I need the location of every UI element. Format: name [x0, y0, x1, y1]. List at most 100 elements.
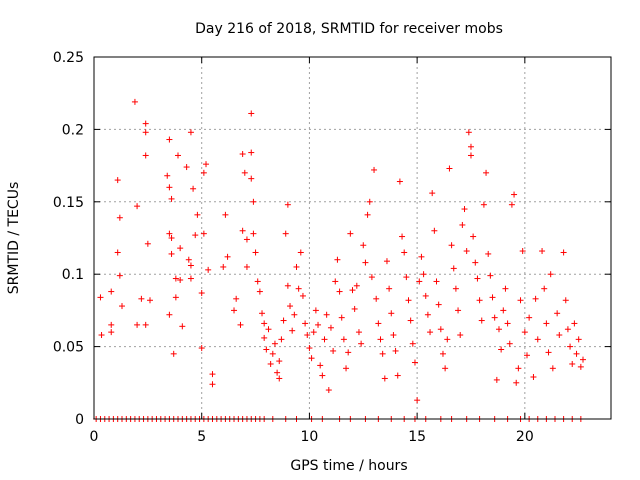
data-point: [513, 379, 520, 386]
data-point: [220, 263, 227, 270]
data-point: [485, 250, 492, 257]
data-point: [418, 253, 425, 260]
data-point: [239, 151, 246, 158]
data-point: [429, 190, 436, 197]
data-point: [237, 321, 244, 328]
data-point: [142, 129, 149, 136]
data-point: [476, 297, 483, 304]
data-point: [327, 324, 334, 331]
data-point: [330, 347, 337, 354]
data-point: [521, 329, 528, 336]
data-point: [241, 169, 248, 176]
data-point: [541, 285, 548, 292]
data-point: [323, 311, 330, 318]
data-point: [308, 355, 315, 362]
data-point: [198, 290, 205, 297]
data-point: [263, 346, 270, 353]
data-point: [358, 340, 365, 347]
y-tick-label: 0.1: [62, 267, 84, 283]
data-point: [187, 262, 194, 269]
data-point: [355, 329, 362, 336]
data-point: [293, 263, 300, 270]
data-point: [144, 240, 151, 247]
data-point: [543, 320, 550, 327]
data-point: [396, 178, 403, 185]
data-point: [360, 242, 367, 249]
data-point: [271, 340, 278, 347]
data-point: [265, 326, 272, 333]
data-point: [390, 332, 397, 339]
data-point: [491, 314, 498, 321]
data-point: [465, 129, 472, 136]
data-point: [364, 211, 371, 218]
data-point: [185, 256, 192, 263]
data-point: [312, 307, 319, 314]
data-point: [175, 152, 182, 159]
y-tick-label: 0: [75, 412, 84, 428]
data-point: [562, 297, 569, 304]
data-point: [422, 292, 429, 299]
data-point: [194, 211, 201, 218]
data-point: [381, 375, 388, 382]
data-point: [187, 275, 194, 282]
data-point: [203, 161, 210, 168]
data-point: [172, 275, 179, 282]
data-point: [108, 329, 115, 336]
data-point: [467, 143, 474, 150]
data-point: [108, 288, 115, 295]
data-point: [134, 203, 141, 210]
data-point: [493, 376, 500, 383]
data-point: [556, 332, 563, 339]
data-point: [519, 248, 526, 255]
data-point: [508, 201, 515, 208]
plot-frame: [93, 56, 612, 420]
data-point: [403, 274, 410, 281]
data-point: [248, 149, 255, 156]
data-point: [250, 230, 257, 237]
data-point: [362, 259, 369, 266]
data-point: [108, 321, 115, 328]
data-point: [343, 365, 350, 372]
data-point: [205, 266, 212, 273]
data-point: [334, 256, 341, 263]
data-point: [444, 336, 451, 343]
data-point: [377, 336, 384, 343]
data-point: [198, 345, 205, 352]
data-point: [172, 294, 179, 301]
data-point: [399, 233, 406, 240]
data-point: [276, 375, 283, 382]
data-point: [437, 326, 444, 333]
data-point: [457, 332, 464, 339]
data-point: [575, 336, 582, 343]
data-point: [345, 349, 352, 356]
data-point: [259, 310, 266, 317]
data-point: [200, 230, 207, 237]
data-point: [321, 336, 328, 343]
data-point: [435, 301, 442, 308]
data-point: [504, 320, 511, 327]
data-point: [500, 307, 507, 314]
data-point: [349, 287, 356, 294]
data-point: [480, 201, 487, 208]
data-point: [495, 326, 502, 333]
data-point: [405, 297, 412, 304]
x-tick-label: 5: [197, 429, 206, 445]
data-point: [474, 275, 481, 282]
data-point: [284, 201, 291, 208]
data-point: [472, 259, 479, 266]
data-point: [192, 232, 199, 239]
data-point: [304, 332, 311, 339]
data-point: [452, 285, 459, 292]
data-point: [534, 336, 541, 343]
data-point: [564, 326, 571, 333]
data-point: [368, 274, 375, 281]
data-point: [252, 249, 259, 256]
data-point: [431, 227, 438, 234]
data-point: [411, 359, 418, 366]
data-point: [386, 285, 393, 292]
data-point: [278, 336, 285, 343]
data-point: [545, 349, 552, 356]
data-point: [325, 387, 332, 394]
data-point: [579, 356, 586, 363]
